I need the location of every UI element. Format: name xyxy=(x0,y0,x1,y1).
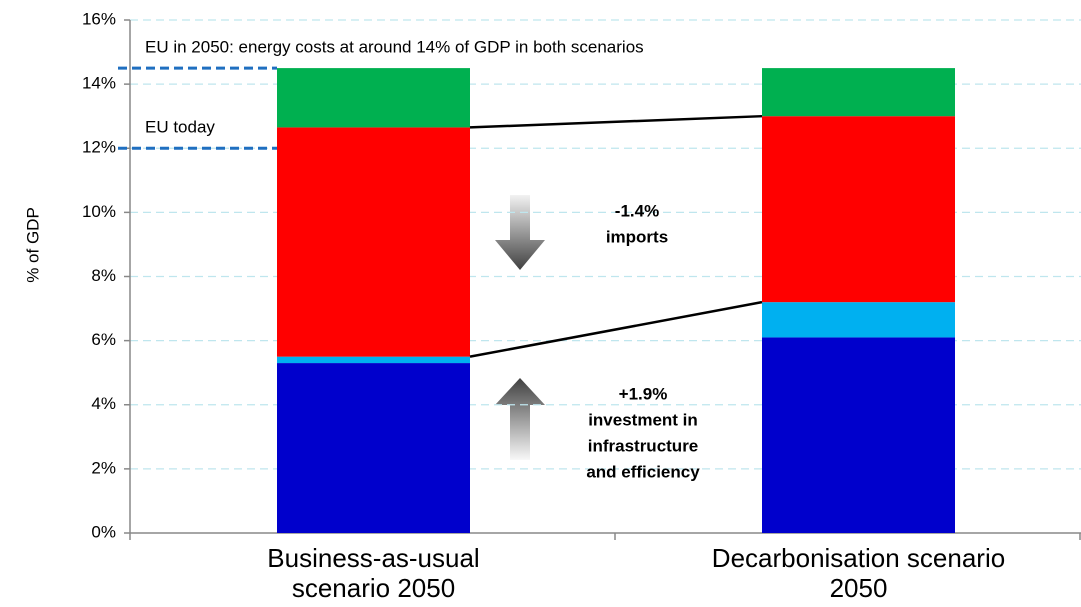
y-tick-label: 16% xyxy=(82,9,116,28)
connector-line xyxy=(469,300,763,358)
y-tick-label: 6% xyxy=(91,330,116,349)
x-tick-label: Business-as-usual scenario 2050 xyxy=(267,543,480,603)
y-tick-label: 8% xyxy=(91,266,116,285)
x-tick-label: Decarbonisation scenario 2050 xyxy=(711,543,1006,603)
annotation: investment in xyxy=(588,410,698,429)
bar-segment xyxy=(762,337,955,533)
reference-label: EU in 2050: energy costs at around 14% o… xyxy=(145,38,644,57)
reference-label: EU today xyxy=(145,118,215,137)
annotation: -1.4% xyxy=(615,201,659,220)
connector-line xyxy=(469,114,763,129)
bar-segment xyxy=(277,363,470,533)
y-tick-label: 2% xyxy=(91,458,116,477)
bar-segment xyxy=(762,68,955,117)
y-tick-label: 14% xyxy=(82,74,116,93)
arrow-down xyxy=(495,195,545,270)
annotation: +1.9% xyxy=(619,384,668,403)
y-axis-label: % of GDP xyxy=(23,207,42,283)
y-tick-label: 0% xyxy=(91,522,116,541)
y-tick-label: 4% xyxy=(91,394,116,413)
y-tick-label: 12% xyxy=(82,138,116,157)
bar-segment xyxy=(277,356,470,364)
arrow-up xyxy=(495,378,545,460)
bar-segment xyxy=(762,302,955,338)
annotation: and efficiency xyxy=(586,462,700,481)
bar-segment xyxy=(762,116,955,303)
annotation: imports xyxy=(606,227,668,246)
y-tick-label: 10% xyxy=(82,202,116,221)
annotation: infrastructure xyxy=(588,436,699,455)
bar-segment xyxy=(277,127,470,357)
bar-segment xyxy=(277,68,470,128)
